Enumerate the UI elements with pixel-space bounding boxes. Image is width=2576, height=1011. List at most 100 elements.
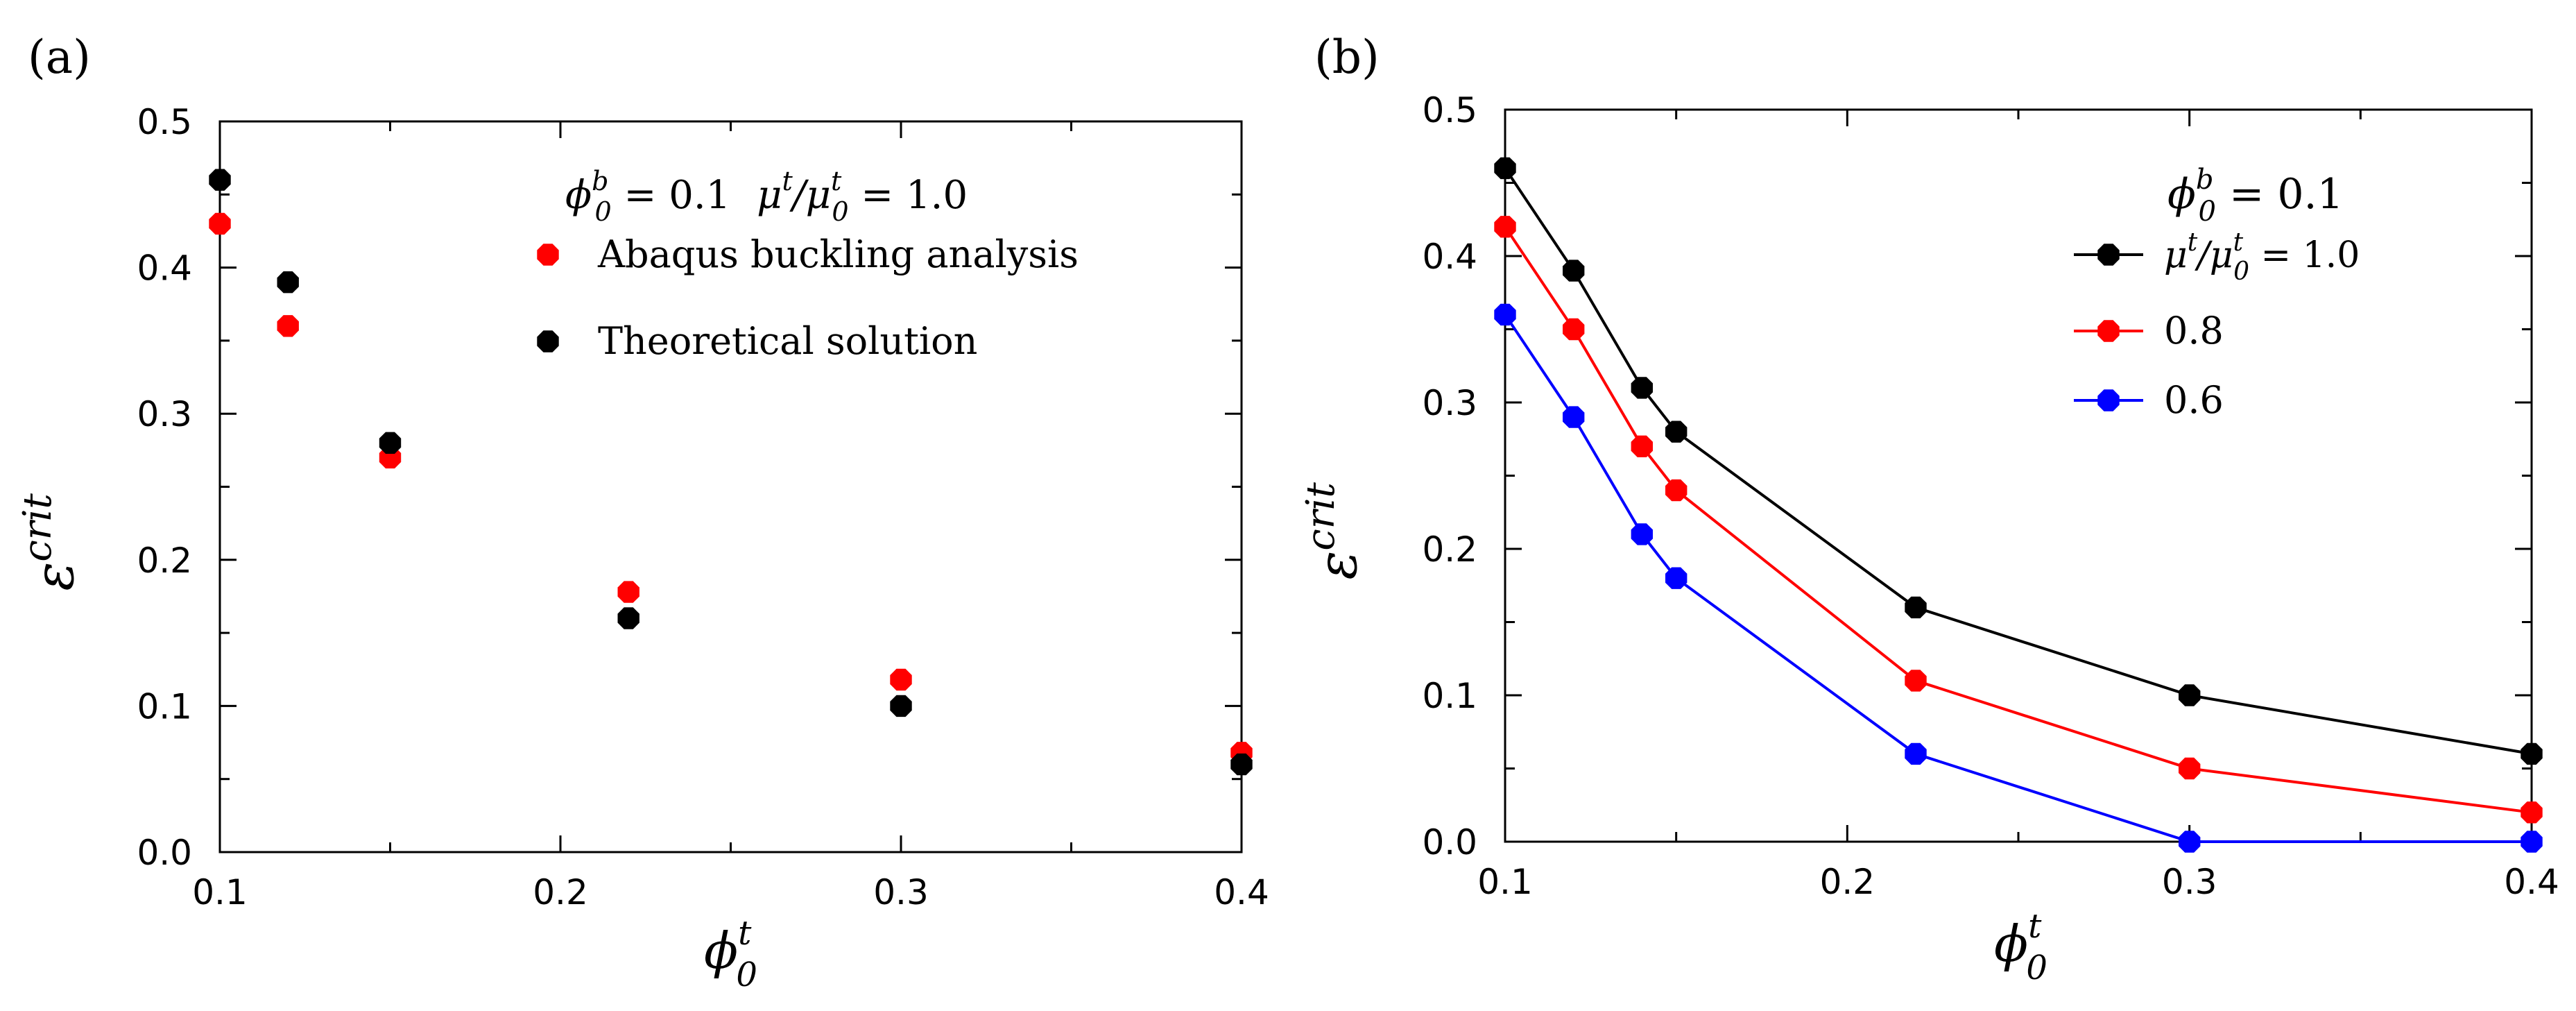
data-point <box>277 271 299 294</box>
legend-ratio-value: = 1.0 <box>2249 235 2360 276</box>
series-line <box>1504 167 2532 756</box>
legend-mu: μ <box>744 173 782 218</box>
legend-marker <box>537 330 559 352</box>
data-point <box>2179 684 2201 706</box>
x-axis-subscript: 0 <box>736 955 757 994</box>
legend-mu: μ <box>2164 235 2188 276</box>
legend-mu0: /μ <box>2194 235 2233 276</box>
data-point <box>1665 420 1688 443</box>
legend-mu0-sub: 0 <box>2233 257 2249 286</box>
legend-label: Theoretical solution <box>598 319 977 363</box>
legend-phi-sup: b <box>2196 164 2214 196</box>
x-axis-subscript: 0 <box>2026 949 2047 987</box>
series-line <box>1504 226 2532 814</box>
x-axis-symbol: ϕ <box>1994 915 2028 973</box>
data-point <box>1563 406 1585 428</box>
y-tick-label: 0.5 <box>137 102 192 142</box>
data-point <box>1563 318 1585 341</box>
y-axis-superscript: crit <box>1298 482 1343 551</box>
data-point <box>1494 303 1516 326</box>
data-point <box>1494 216 1516 238</box>
y-tick-label: 0.5 <box>1422 90 1477 130</box>
legend-label: 0.6 <box>2164 378 2224 422</box>
plot-frame <box>218 120 1243 853</box>
x-axis-superscript: t <box>738 914 752 953</box>
data-point <box>1905 742 1927 765</box>
x-tick-label: 0.1 <box>192 872 248 912</box>
y-tick-label: 0.1 <box>137 686 192 727</box>
x-axis-label: ϕt 0 <box>704 914 757 994</box>
legend-ratio-value: = 1.0 <box>849 173 968 218</box>
x-tick-label: 0.1 <box>1477 862 1533 902</box>
data-point <box>2179 831 2201 853</box>
data-point <box>1631 523 1653 545</box>
data-point <box>1494 157 1516 180</box>
x-tick-label: 0.2 <box>1820 862 1875 902</box>
legend-phi-sup: b <box>592 166 608 196</box>
data-point <box>209 169 231 191</box>
legend-marker <box>2097 389 2120 411</box>
y-axis-symbol: ε <box>1307 551 1369 580</box>
data-point <box>617 581 639 603</box>
legend-mu-sup: t <box>2188 228 2198 257</box>
data-point <box>277 315 299 337</box>
data-point <box>379 432 402 454</box>
data-point <box>890 668 912 691</box>
legend-label: μt/μt 0 = 1.0 <box>2164 228 2360 286</box>
series-line <box>1504 314 2532 843</box>
data-point <box>2521 831 2543 853</box>
y-axis-symbol: ε <box>24 562 86 591</box>
x-tick-label: 0.3 <box>2162 862 2217 902</box>
data-point <box>1905 596 1927 619</box>
x-tick-label: 0.3 <box>873 872 929 912</box>
y-tick-label: 0.4 <box>1422 237 1477 277</box>
panel-a-chart: (a)0.1 0.2 0.3 0.40.00.10.20.30.40.5εcritϕt… <box>15 31 1269 994</box>
y-tick-label: 0.0 <box>1422 822 1477 863</box>
legend-phi-value: = 0.1 <box>2216 170 2344 219</box>
x-axis-symbol: ϕ <box>704 921 738 980</box>
legend-marker <box>2097 244 2120 266</box>
data-point <box>2521 801 2543 824</box>
legend-mu0-sub: 0 <box>832 196 848 227</box>
data-point <box>1631 435 1653 457</box>
data-point <box>1665 567 1688 589</box>
legend-phi-sub: 0 <box>595 196 612 227</box>
x-tick-label: 0.4 <box>2504 862 2559 902</box>
legend-mu-sup: t <box>782 166 793 196</box>
data-point <box>1563 260 1585 282</box>
panel-b-chart: (b)0.1 0.2 0.3 0.40.00.10.20.30.40.5εcritϕt… <box>1298 31 2559 987</box>
legend-phi: ϕ <box>2167 170 2196 219</box>
panel-label: (a) <box>28 31 91 84</box>
y-tick-label: 0.2 <box>1422 529 1477 570</box>
legend-phi: ϕ <box>565 173 592 218</box>
data-point <box>2179 757 2201 780</box>
legend-marker <box>537 244 559 266</box>
legend-phi-value: = 0.1 <box>612 173 731 218</box>
data-point <box>1665 479 1688 502</box>
data-point <box>1905 670 1927 692</box>
data-point <box>890 695 912 717</box>
x-tick-label: 0.2 <box>533 872 588 912</box>
legend-mu0-sup: t <box>831 166 842 196</box>
y-tick-label: 0.3 <box>1422 383 1477 423</box>
data-point <box>1230 753 1253 776</box>
data-point <box>2521 742 2543 765</box>
legend-label: Abaqus buckling analysis <box>597 232 1079 276</box>
legend-header: ϕb 0 = 0.1 μt/μt 0 = 1.0 <box>565 166 968 227</box>
legend-mu0-sup: t <box>2233 228 2244 257</box>
data-point <box>617 607 639 629</box>
x-tick-label: 0.4 <box>1214 872 1269 912</box>
legend-header: ϕb 0 = 0.1 <box>2167 164 2344 228</box>
plot-frame <box>1504 108 2533 843</box>
x-axis-superscript: t <box>2028 907 2042 946</box>
x-axis-label: ϕt 0 <box>1994 907 2047 987</box>
y-axis-superscript: crit <box>15 493 60 562</box>
legend-marker <box>2097 320 2120 342</box>
y-tick-label: 0.1 <box>1422 676 1477 716</box>
legend-mu0: /μ <box>789 173 831 218</box>
y-tick-label: 0.3 <box>137 394 192 434</box>
y-axis-label: εcrit <box>15 493 86 591</box>
panel-label: (b) <box>1314 31 1380 84</box>
legend-phi-sub: 0 <box>2199 196 2216 228</box>
y-tick-label: 0.4 <box>137 248 192 289</box>
